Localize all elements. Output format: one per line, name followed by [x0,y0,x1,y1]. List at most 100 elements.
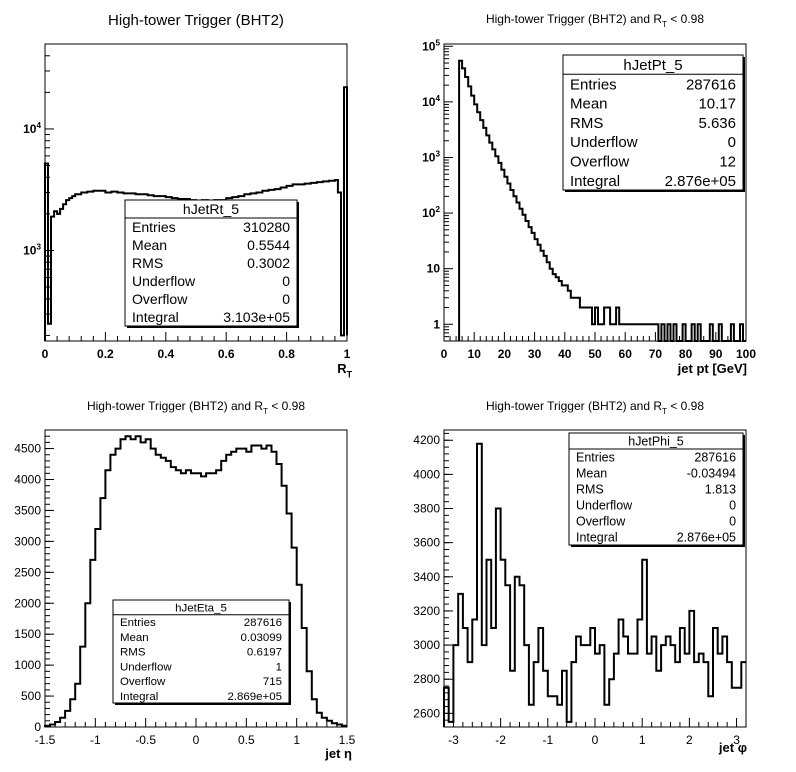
y-tick-label: 4000 [14,473,41,487]
stats-row-label: RMS [570,115,603,132]
stats-row-value: 0 [282,291,290,307]
x-tick-label: 70 [649,347,663,361]
x-tick-label: 40 [558,347,572,361]
stats-row-value: 287616 [686,76,736,93]
histogram-line [44,435,347,727]
chart-panel-2: High-tower Trigger (BHT2) and RT​ < 0.98… [422,12,756,376]
stats-row-label: Mean [132,237,167,253]
y-tick-label: 104​ [422,94,440,109]
x-axis-label: RT​ [337,361,352,380]
stats-row-value: 10.17 [698,96,736,113]
x-tick-label: 0.2 [97,347,114,361]
x-tick-label: 0 [592,733,599,747]
x-tick-label: -1 [542,733,553,747]
stats-row-value: 310280 [243,219,290,235]
stats-row-label: Integral [570,173,620,190]
stats-row-value: 1 [276,661,282,673]
x-tick-label: -3 [448,733,459,747]
y-tick-label: 1 [433,317,440,331]
y-tick-label: 2500 [14,565,41,579]
y-tick-label: 3000 [413,638,440,652]
stats-row-label: RMS [132,255,163,271]
stats-row-value: 0.03099 [241,632,282,644]
chart-panel-1: High-tower Trigger (BHT2) 0 0.2 0.4 0.6 0.8 1 1… [23,12,353,380]
stats-row-label: Entries [570,76,617,93]
y-tick-label: 103​ [23,242,41,257]
y-tick-label: 104​ [23,121,41,136]
stats-box-name: hJetPt_5 [623,57,682,74]
histogram-line [443,442,746,727]
stats-box: hJetPhi_5 Entries 287616 Mean -0.03494 RMS 1.8… [568,432,745,547]
stats-row-value: 0.5544 [247,237,290,253]
y-tick-label: 105​ [422,38,440,53]
stats-box: hJetEta_5 Entries 287616 Mean 0.03099 RMS 0.61… [112,599,291,705]
stats-row-label: Overflow [576,514,626,528]
stats-row-value: 0 [729,514,736,528]
stats-box-frame [124,199,298,327]
stats-row-value: 2.869e+05 [227,691,282,703]
stats-row-label: Integral [132,309,179,325]
y-tick-label: 102​ [422,205,440,220]
stats-row-value: 0 [729,498,736,512]
histogram-line [458,59,746,342]
chart-panel-4: High-tower Trigger (BHT2) and RT​ < 0.98… [413,399,747,755]
x-tick-label: 0.6 [218,347,235,361]
stats-row-label: Overflow [120,676,166,688]
x-axis-label: jet pt [GeV] [677,361,747,376]
x-tick-label: 0.8 [278,347,295,361]
x-tick-label: 0.4 [157,347,174,361]
y-tick-label: 2600 [413,706,440,720]
x-tick-label: 60 [619,347,633,361]
stats-box-frame [562,54,744,191]
stats-row-value: 0 [728,134,736,151]
y-tick-label: 1000 [14,658,41,672]
x-tick-label: 0 [193,733,200,747]
y-tick-label: 2800 [413,672,440,686]
x-tick-label: 3 [733,733,740,747]
stats-row-value: 2.876e+05 [665,173,736,190]
stats-row-value: 5.636 [698,115,736,132]
stats-row-value: 1.813 [705,482,736,496]
y-tick-label: 0 [34,720,41,734]
stats-row-value: 287616 [694,450,736,464]
x-tick-label: 1 [639,733,646,747]
stats-box-name: hJetRt_5 [183,201,239,217]
y-tick-label: 3400 [413,570,440,584]
stats-box: hJetRt_5 Entries 310280 Mean 0.5544 RMS 0.3002… [124,199,299,328]
y-tick-label: 3000 [14,534,41,548]
stats-row-label: Underflow [570,134,638,151]
x-tick-label: 50 [588,347,602,361]
stats-row-value: 0.6197 [247,647,282,659]
x-tick-label: 100 [736,347,756,361]
stats-box-name: hJetEta_5 [175,602,227,614]
stats-row-label: RMS [576,482,604,496]
y-tick-label: 3800 [413,502,440,516]
stats-row-label: Mean [576,466,607,480]
stats-row-value: -0.03494 [687,466,736,480]
x-tick-label: 80 [679,347,693,361]
x-tick-label: -2 [495,733,506,747]
stats-row-label: Underflow [132,273,196,289]
stats-row-value: 0 [282,273,290,289]
y-tick-label: 10 [427,262,441,276]
stats-row-label: Underflow [576,498,633,512]
chart-title: High-tower Trigger (BHT2) and RT​ < 0.98 [486,12,704,29]
stats-row-value: 2.876e+05 [677,530,736,544]
chart-title: High-tower Trigger (BHT2) and RT​ < 0.98 [87,399,305,416]
x-tick-label: 90 [709,347,723,361]
chart-title: High-tower Trigger (BHT2) [108,12,284,29]
stats-row-value: 12 [719,153,736,170]
x-tick-label: 2 [686,733,693,747]
stats-row-label: Mean [120,632,149,644]
x-tick-label: 1 [344,347,351,361]
stats-row-label: Overflow [132,291,188,307]
stats-row-label: Underflow [120,661,172,673]
stats-box-frame [568,432,744,546]
y-tick-label: 2000 [14,596,41,610]
y-tick-label: 103​ [422,149,440,164]
stats-box: hJetPt_5 Entries 287616 Mean 10.17 RMS 5.636 Un… [562,54,745,192]
stats-row-label: Entries [576,450,615,464]
x-axis-label: jet η [324,746,352,761]
y-tick-label: 3500 [14,503,41,517]
